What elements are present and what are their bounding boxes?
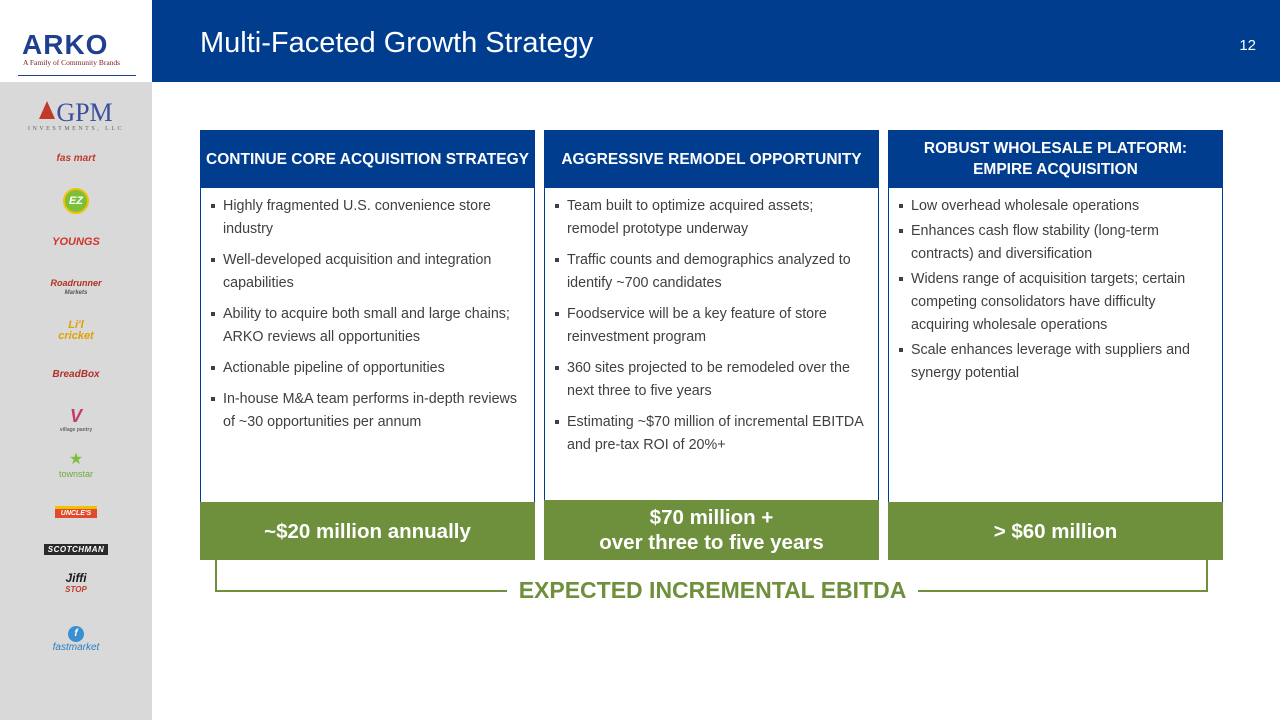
bullet-item: Foodservice will be a key feature of sto…: [553, 303, 868, 349]
ebitda-value: > $60 million: [993, 519, 1118, 543]
expected-ebitda-label: EXPECTED INCREMENTAL EBITDA: [506, 575, 919, 605]
jiffi-stop-logo: Jiffi STOP: [0, 572, 152, 596]
brand-sidebar: ARKO A Family of Community Brands GPM IN…: [0, 0, 152, 720]
strategy-column-wholesale: ROBUST WHOLESALE PLATFORM: EMPIRE ACQUIS…: [888, 130, 1223, 560]
fastmarket-icon: f: [68, 626, 84, 642]
arko-logo-rule: [18, 75, 136, 76]
column-header: AGGRESSIVE REMODEL OPPORTUNITY: [544, 130, 879, 188]
jiffi-logo-name: Jiffi: [65, 571, 87, 585]
village-pantry-mark: V: [69, 406, 82, 426]
ebitda-value: ~$20 million annually: [264, 519, 471, 543]
column-header: ROBUST WHOLESALE PLATFORM: EMPIRE ACQUIS…: [888, 130, 1223, 188]
uncles-logo: UNCLE'S: [0, 502, 152, 520]
bullet-item: Low overhead wholesale operations: [897, 195, 1212, 218]
village-pantry-logo: V village pantry: [0, 405, 152, 433]
bullet-item: Highly fragmented U.S. convenience store…: [209, 195, 524, 241]
lil-cricket-line1: Li'l: [68, 319, 84, 331]
bullet-item: In-house M&A team performs in-depth revi…: [209, 388, 524, 434]
fastmarket-logo-name: fastmarket: [52, 642, 100, 653]
bullet-item: 360 sites projected to be remodeled over…: [553, 357, 868, 403]
arko-logo[interactable]: ARKO A Family of Community Brands: [0, 0, 152, 82]
roadrunner-logo-sub: Markets: [64, 290, 88, 296]
bullet-item: Team built to optimize acquired assets; …: [553, 195, 868, 241]
ebitda-value: $70 million + over three to five years: [599, 506, 824, 554]
fastmarket-logo: f fastmarket: [0, 626, 152, 653]
strategy-column-acquisition: CONTINUE CORE ACQUISITION STRATEGY Highl…: [200, 130, 535, 560]
bullet-list: Highly fragmented U.S. convenience store…: [209, 195, 524, 434]
lil-cricket-line2: cricket: [58, 330, 94, 342]
column-body: Low overhead wholesale operations Enhanc…: [889, 195, 1222, 387]
breadbox-logo: BreadBox: [52, 369, 100, 380]
bullet-list: Team built to optimize acquired assets; …: [553, 195, 868, 457]
arko-logo-tagline: A Family of Community Brands: [23, 58, 121, 67]
fas-mart-logo: fas mart: [56, 153, 96, 164]
townstar-logo-name: townstar: [58, 469, 93, 479]
bullet-item: Traffic counts and demographics analyzed…: [553, 249, 868, 295]
bracket-label-row: EXPECTED INCREMENTAL EBITDA: [0, 575, 1280, 605]
ebitda-value-banner: > $60 million: [888, 502, 1223, 560]
bullet-list: Low overhead wholesale operations Enhanc…: [897, 195, 1212, 385]
jiffi-logo-sub: STOP: [65, 585, 87, 594]
bullet-item: Scale enhances leverage with suppliers a…: [897, 339, 1212, 385]
ez-mart-badge: EZ: [63, 188, 89, 214]
bullet-item: Ability to acquire both small and large …: [209, 303, 524, 349]
ez-mart-logo: EZ: [0, 188, 152, 214]
page-title: Multi-Faceted Growth Strategy: [200, 27, 594, 59]
lil-cricket-logo: Li'l cricket: [0, 320, 152, 342]
gpm-logo-sub: INVESTMENTS, LLC: [28, 126, 124, 132]
strategy-column-remodel: AGGRESSIVE REMODEL OPPORTUNITY Team buil…: [544, 130, 879, 560]
ebitda-value-banner: ~$20 million annually: [200, 502, 535, 560]
column-title: ROBUST WHOLESALE PLATFORM: EMPIRE ACQUIS…: [923, 140, 1188, 178]
gpm-logo-name: GPM: [56, 98, 113, 127]
gpm-investments-logo: GPM INVESTMENTS, LLC: [0, 100, 152, 136]
page-number: 12: [1239, 37, 1256, 54]
bullet-item: Enhances cash flow stability (long-term …: [897, 220, 1212, 266]
star-icon: ★: [68, 451, 84, 468]
townstar-logo: ★ townstar: [0, 452, 152, 480]
uncles-logo-name: UNCLE'S: [54, 506, 98, 518]
bullet-item: Widens range of acquisition targets; cer…: [897, 268, 1212, 337]
village-pantry-sub: village pantry: [59, 427, 93, 433]
column-body: Team built to optimize acquired assets; …: [545, 195, 878, 465]
bullet-item: Well-developed acquisition and integrati…: [209, 249, 524, 295]
ebitda-value-banner: $70 million + over three to five years: [544, 500, 879, 560]
column-title: AGGRESSIVE REMODEL OPPORTUNITY: [561, 150, 862, 168]
roadrunner-markets-logo: Roadrunner Markets: [0, 278, 152, 298]
arko-logo-wordmark: ARKO: [22, 29, 109, 60]
gpm-triangle-icon: [39, 101, 56, 119]
youngs-logo: YOUNGS: [52, 236, 100, 248]
slide-header: Multi-Faceted Growth Strategy 12: [152, 0, 1280, 82]
scotchman-logo: SCOTCHMAN: [0, 539, 152, 557]
bullet-item: Actionable pipeline of opportunities: [209, 357, 524, 380]
column-header: CONTINUE CORE ACQUISITION STRATEGY: [200, 130, 535, 188]
column-body: Highly fragmented U.S. convenience store…: [201, 195, 534, 442]
roadrunner-logo-name: Roadrunner: [50, 278, 102, 288]
bullet-item: Estimating ~$70 million of incremental E…: [553, 411, 868, 457]
scotchman-logo-name: SCOTCHMAN: [43, 544, 109, 555]
column-title: CONTINUE CORE ACQUISITION STRATEGY: [206, 150, 529, 168]
